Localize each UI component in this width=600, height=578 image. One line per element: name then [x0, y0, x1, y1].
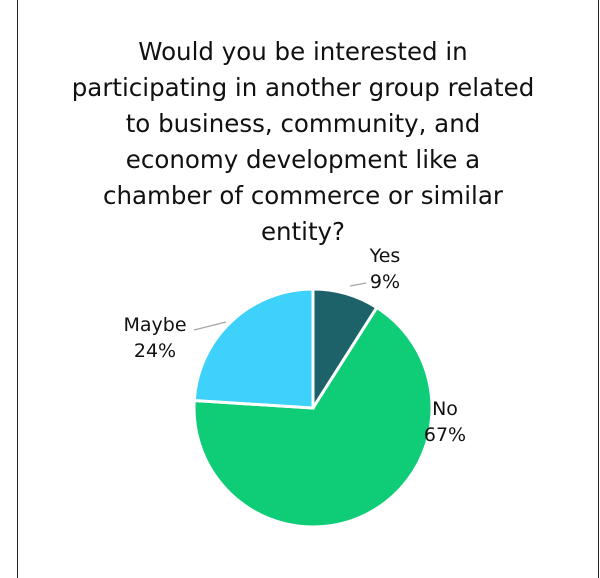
slice-label-yes: Yes: [369, 245, 401, 267]
slice-label-maybe: Maybe: [123, 314, 186, 336]
pie-slice-no: [192, 305, 434, 529]
slice-value-maybe: 24%: [134, 340, 176, 362]
slice-value-no: 67%: [424, 424, 466, 446]
slice-value-yes: 9%: [370, 271, 400, 293]
slice-label-no: No: [432, 398, 458, 420]
leader-line-yes: [349, 282, 367, 287]
pie-slice-maybe: [192, 287, 315, 410]
leader-line-maybe: [193, 321, 227, 331]
chart-title: Would you be interested in participating…: [71, 37, 535, 246]
chart-frame: [17, 0, 599, 578]
